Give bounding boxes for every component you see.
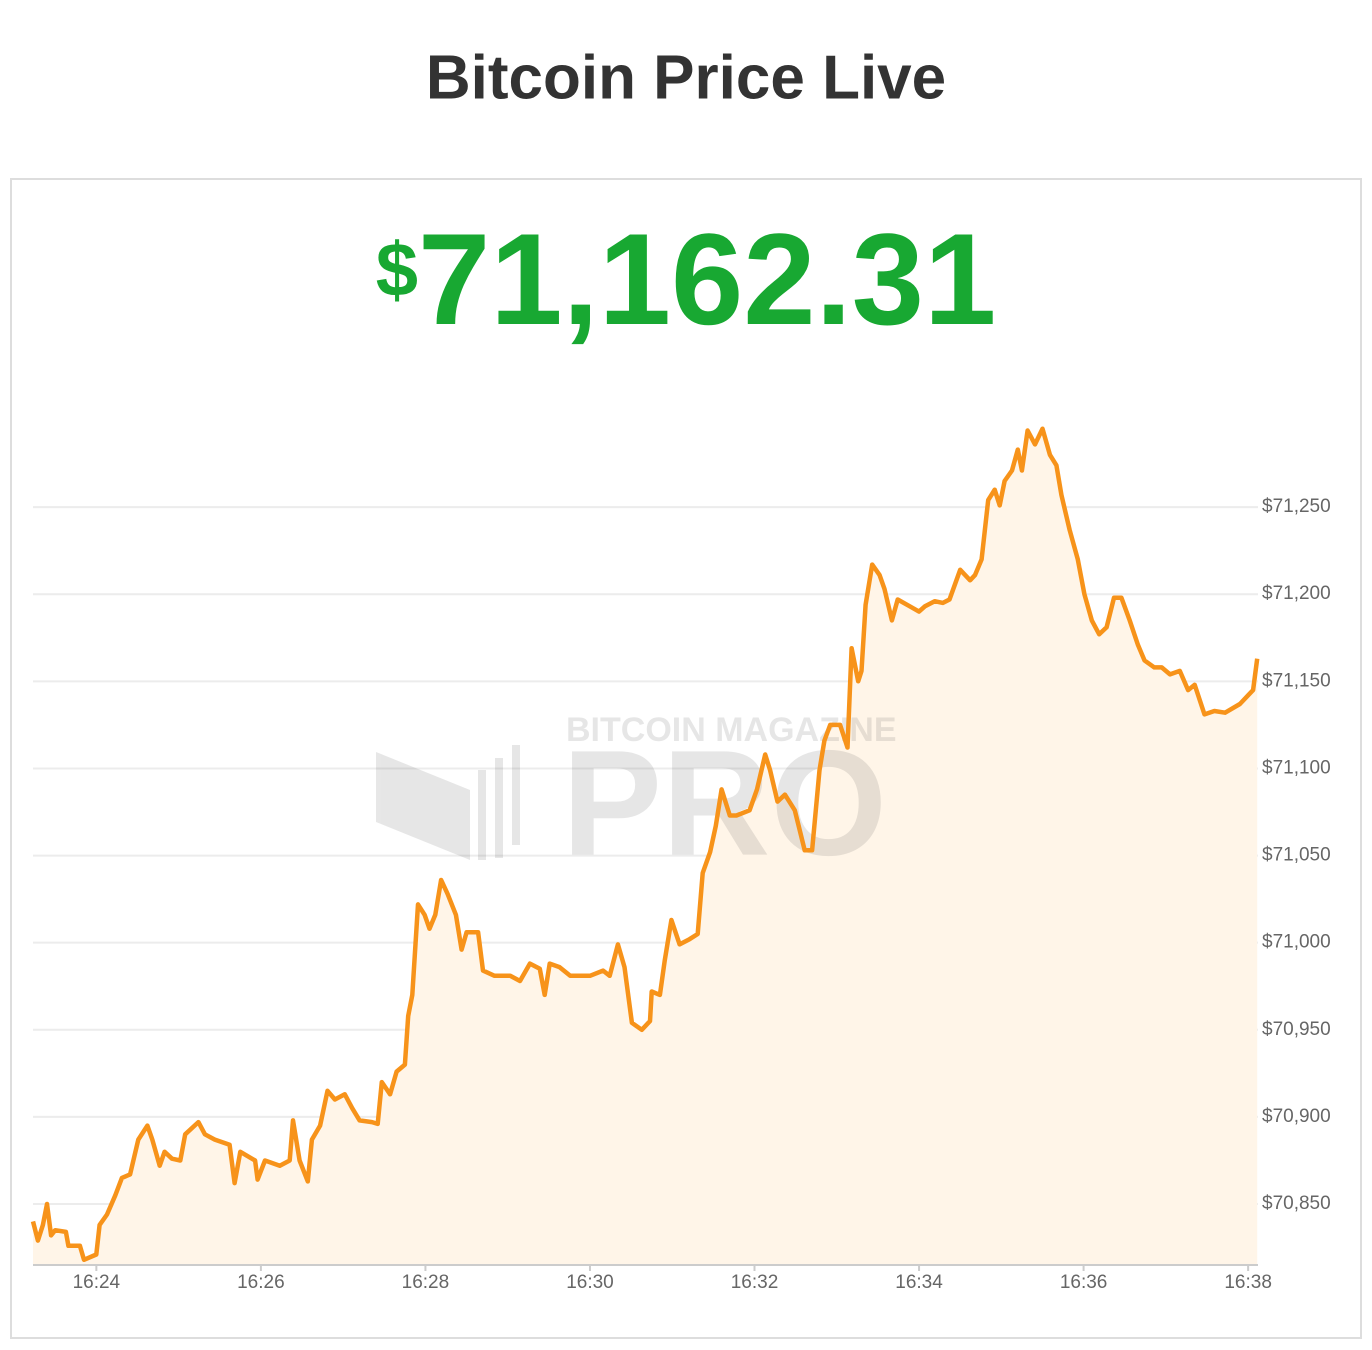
watermark-logo <box>512 745 520 845</box>
x-tick-label: 16:30 <box>566 1272 614 1293</box>
area <box>33 428 1258 1265</box>
y-tick-label: $71,050 <box>1262 845 1331 866</box>
y-tick-label: $70,900 <box>1262 1106 1331 1127</box>
watermark-logo <box>478 770 486 860</box>
price-symbol: $ <box>376 228 418 313</box>
watermark-logo <box>376 752 470 860</box>
y-tick-label: $71,150 <box>1262 670 1331 691</box>
x-tick-label: 16:36 <box>1060 1272 1108 1293</box>
y-tick-label: $71,100 <box>1262 757 1331 778</box>
price: $71,162.31 <box>376 206 997 352</box>
x-tick-label: 16:26 <box>237 1272 285 1293</box>
y-tick-label: $71,200 <box>1262 583 1331 604</box>
y-tick-label: $71,250 <box>1262 496 1331 517</box>
x-tick-label: 16:28 <box>402 1272 450 1293</box>
y-tick-label: $70,950 <box>1262 1019 1331 1040</box>
price-line <box>30 426 1260 1263</box>
x-tick-label: 16:38 <box>1224 1272 1272 1293</box>
y-tick-label: $70,850 <box>1262 1193 1331 1214</box>
x-tick-label: 16:34 <box>895 1272 943 1293</box>
x-tick-label: 16:32 <box>731 1272 779 1293</box>
x-tick-label: 16:24 <box>73 1272 121 1293</box>
price-value: 71,162.31 <box>418 206 996 352</box>
watermark-logo <box>495 758 503 858</box>
y-tick-label: $71,000 <box>1262 932 1331 953</box>
page-title: Bitcoin Price Live <box>426 43 946 112</box>
